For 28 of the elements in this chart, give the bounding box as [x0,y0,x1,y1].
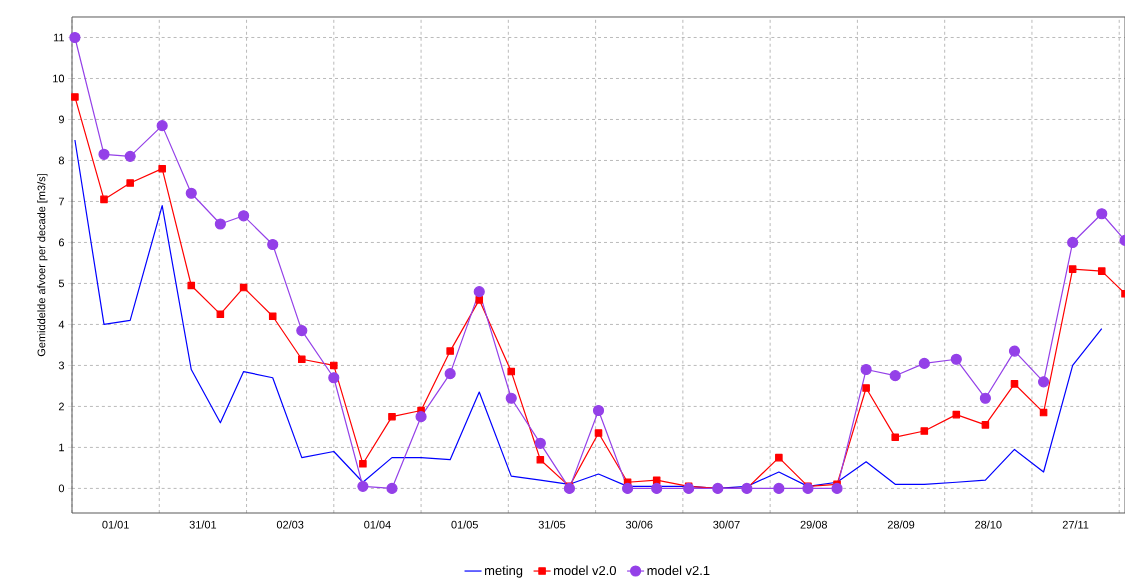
x-tick-label: 27/11 [1062,520,1089,529]
y-tick-label: 1 [59,443,64,452]
y-tick-label: 0 [58,484,65,493]
x-tick-label: 01/05 [451,520,478,529]
y-tick-label: 5 [58,279,65,288]
x-tick-label: 01/01 [102,520,129,529]
y-tick-label: 8 [58,156,65,165]
x-tick-label: 30/06 [625,520,653,529]
legend-label: model v2.0 [554,565,617,576]
y-tick-label: 10 [53,74,65,83]
y-tick-label: 6 [58,238,65,247]
y-tick-label: 3 [58,361,65,370]
x-tick-label: 28/09 [887,520,915,529]
legend-label: meting [485,565,523,578]
x-tick-label: 30/07 [713,520,740,529]
x-tick-label: 28/10 [975,520,1002,529]
x-tick-label: 01/04 [364,520,391,529]
x-tick-label: 31/01 [189,520,217,529]
x-tick-label: 02/03 [276,520,304,529]
x-tick-label: 29/08 [800,520,827,529]
y-axis-title: Gemiddelde afvoer per decade [m3/s] [37,174,48,357]
y-tick-label: 7 [58,197,64,206]
y-tick-label: 9 [58,115,64,124]
y-tick-label: 4 [58,320,65,329]
x-tick-label: 31/05 [538,520,566,529]
legend-label: model v2.1 [647,565,710,576]
y-tick-label: 2 [58,402,64,411]
y-tick-label: 11 [53,33,64,42]
